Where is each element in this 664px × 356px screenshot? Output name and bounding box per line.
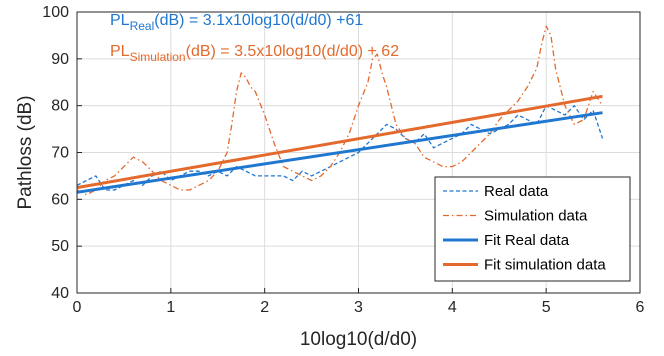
y-axis-label: Pathloss (dB) xyxy=(15,95,36,209)
x-tick-label: 4 xyxy=(448,299,457,316)
series-simulation-data xyxy=(76,25,604,196)
x-tick-label: 0 xyxy=(73,299,82,316)
y-ticks: 40 50 60 70 80 90 100 xyxy=(42,4,82,302)
equation-annotations: PLReal(dB) = 3.1x10log10(d/d0) +61 PLSimu… xyxy=(110,12,399,64)
series-fit-simulation-data xyxy=(76,94,603,190)
y-tick-label: 100 xyxy=(42,4,69,21)
x-tick-label: 1 xyxy=(166,299,175,316)
legend-entry-label: Real data xyxy=(484,183,549,200)
x-tick-label: 2 xyxy=(260,299,269,316)
y-tick-label: 60 xyxy=(51,191,69,208)
x-tick-label: 6 xyxy=(636,299,645,316)
equation-annotation: PLSimulation(dB) = 3.5x10log10(d/d0) + 6… xyxy=(110,43,399,64)
x-tick-label: 5 xyxy=(542,299,551,316)
legend-entry-label: Simulation data xyxy=(484,208,588,225)
legend-entry-label: Fit simulation data xyxy=(484,257,606,274)
x-ticks: 0 1 2 3 4 5 6 xyxy=(73,288,645,316)
y-tick-label: 40 xyxy=(51,285,69,302)
x-axis-label: 10log10(d/d0) xyxy=(300,329,417,350)
plot-series xyxy=(76,25,604,196)
x-tick-label: 3 xyxy=(354,299,363,316)
y-tick-label: 50 xyxy=(51,238,69,255)
legend: Real data Simulation data Fit Real data Fit… xyxy=(434,176,631,282)
y-tick-label: 90 xyxy=(51,51,69,68)
series-fit-real-data xyxy=(76,111,603,194)
legend-entry-label: Fit Real data xyxy=(484,232,570,249)
y-tick-label: 70 xyxy=(51,145,69,162)
equation-annotation: PLReal(dB) = 3.1x10log10(d/d0) +61 xyxy=(110,12,363,33)
series-real-data xyxy=(76,105,604,191)
y-tick-label: 80 xyxy=(51,98,69,115)
